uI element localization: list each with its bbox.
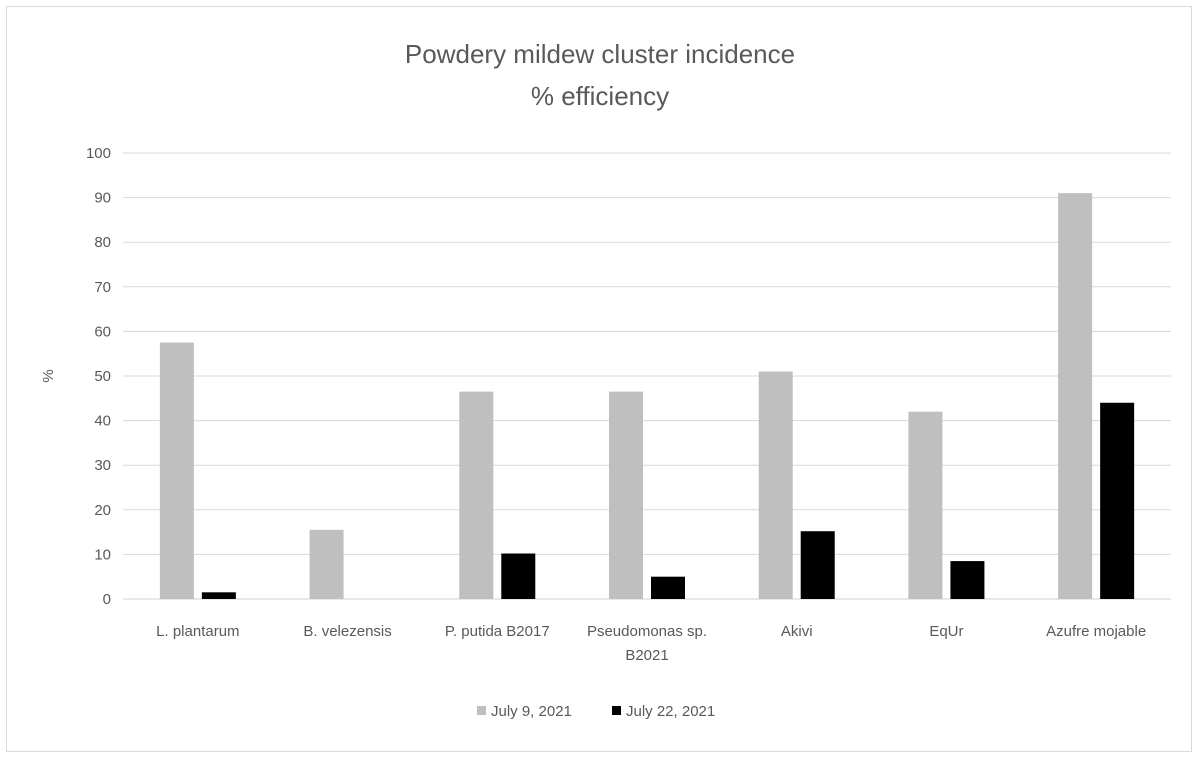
chart-title-line: % efficiency (531, 81, 669, 111)
bar (800, 531, 835, 599)
x-axis-labels: L. plantarum B. velezensis P. putida B2017… (156, 623, 1146, 664)
y-tick-label: 60 (94, 323, 111, 340)
legend: July 9, 2021 July 22, 2021 (477, 703, 715, 720)
chart-frame: Powdery mildew cluster incidence % effici… (6, 6, 1192, 752)
y-tick-label: 70 (94, 279, 111, 296)
x-category-label: Akivi (781, 623, 813, 640)
x-category-label: P. putida B2017 (445, 623, 550, 640)
chart-title: Powdery mildew cluster incidence % effici… (405, 39, 795, 111)
bar (609, 391, 643, 599)
bar (651, 576, 685, 599)
y-tick-label: 90 (94, 190, 111, 207)
bar (159, 342, 194, 599)
bar (1058, 193, 1093, 599)
bar (459, 391, 494, 599)
bar (501, 553, 536, 599)
chart-title-line: Powdery mildew cluster incidence (405, 39, 795, 69)
legend-swatch (477, 706, 486, 715)
y-axis-title: % (40, 369, 57, 382)
legend-swatch (612, 706, 621, 715)
legend-label: July 22, 2021 (626, 703, 715, 720)
y-axis-label: % (40, 369, 57, 382)
y-tick-label: 20 (94, 502, 111, 519)
bar (950, 561, 985, 599)
x-category-label: EqUr (929, 623, 963, 640)
y-tick-label: 30 (94, 457, 111, 474)
y-tick-label: 80 (94, 234, 111, 251)
y-axis-ticks: 0 10 20 30 40 50 60 70 80 90 100 (86, 145, 111, 608)
x-category-label: L. plantarum (156, 623, 239, 640)
bar (1100, 402, 1135, 599)
x-category-label: B2021 (625, 647, 668, 664)
bar (908, 411, 943, 599)
bar-chart: Powdery mildew cluster incidence % effici… (40, 39, 1171, 720)
y-tick-label: 40 (94, 413, 111, 430)
y-tick-label: 50 (94, 368, 111, 385)
x-category-label: B. velezensis (303, 623, 391, 640)
bar (201, 592, 236, 599)
y-tick-label: 0 (103, 591, 111, 608)
y-tick-label: 10 (94, 546, 111, 563)
legend-label: July 9, 2021 (491, 703, 572, 720)
y-tick-label: 100 (86, 145, 111, 162)
x-category-label: Azufre mojable (1046, 623, 1146, 640)
bar (758, 371, 793, 599)
x-category-label: Pseudomonas sp. (587, 623, 707, 640)
gridlines (123, 152, 1171, 600)
bars (159, 193, 1135, 599)
bar (309, 529, 344, 599)
